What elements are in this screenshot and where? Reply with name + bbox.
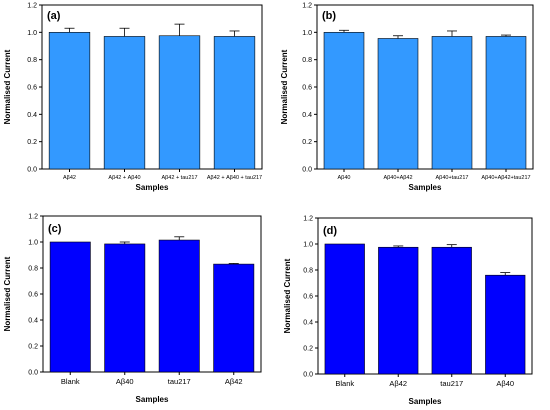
bar bbox=[324, 243, 365, 375]
x-tick-label: Aβ40 bbox=[116, 377, 134, 386]
panel-label: (b) bbox=[322, 10, 336, 22]
bar bbox=[378, 246, 419, 375]
y-tick-label: 1.0 bbox=[303, 242, 313, 249]
y-tick-label: 0.6 bbox=[302, 85, 312, 92]
y-tick-label: 0.8 bbox=[303, 268, 313, 275]
bar bbox=[213, 263, 255, 373]
x-tick-label: Aβ42 + Aβ40 + tau217 bbox=[207, 175, 262, 181]
y-tick-label: 0.4 bbox=[28, 318, 38, 325]
panel-label: (c) bbox=[48, 223, 62, 235]
y-tick-label: 1.0 bbox=[27, 30, 37, 37]
chart-panel-4: 0.0 0.2 0.4 0.6 0.8 1.0 1.2 Blank Aβ42 tau217 Aβ40… bbox=[283, 216, 533, 406]
bar bbox=[377, 38, 419, 170]
y-tick-label: 1.2 bbox=[28, 214, 38, 221]
y-tick-label: 0.4 bbox=[303, 320, 313, 327]
bar bbox=[103, 36, 146, 170]
x-tick-label: Aβ42 bbox=[389, 379, 407, 388]
chart-panel-1: 0.0 0.2 0.4 0.6 0.8 1.0 1.2 Aβ42 Aβ42 + Aβ40 Aβ42… bbox=[3, 3, 263, 192]
y-axis-title: Normalised Current bbox=[280, 49, 289, 124]
x-tick-label: tau217 bbox=[440, 379, 463, 388]
bar bbox=[104, 243, 146, 373]
y-tick-label: 1.0 bbox=[302, 30, 312, 37]
x-tick-label: Aβ42 bbox=[63, 175, 76, 181]
y-tick-label: 0.4 bbox=[27, 112, 37, 119]
y-tick-label: 1.2 bbox=[27, 3, 37, 10]
bar bbox=[431, 36, 473, 170]
y-axis-title: Normalised Current bbox=[283, 258, 292, 333]
x-axis-title: Samples bbox=[409, 397, 442, 406]
bar bbox=[323, 32, 365, 170]
y-tick-label: 0.8 bbox=[27, 57, 37, 64]
x-tick-label: tau217 bbox=[168, 377, 191, 386]
y-tick-label: 0.4 bbox=[302, 112, 312, 119]
bar bbox=[485, 274, 526, 375]
y-tick-label: 1.0 bbox=[28, 240, 38, 247]
panel-label: (a) bbox=[47, 10, 61, 22]
x-tick-label: Aβ40 bbox=[338, 175, 351, 181]
y-axis-title: Normalised Current bbox=[3, 49, 12, 124]
y-tick-label: 0.8 bbox=[302, 57, 312, 64]
x-axis-title: Samples bbox=[136, 395, 169, 404]
y-tick-label: 0.6 bbox=[303, 294, 313, 301]
bar bbox=[485, 36, 527, 170]
bar bbox=[213, 36, 256, 170]
y-tick-label: 0.0 bbox=[303, 372, 313, 379]
y-tick-label: 0.0 bbox=[28, 370, 38, 377]
y-tick-label: 0.2 bbox=[27, 139, 37, 146]
y-tick-label: 0.2 bbox=[28, 344, 38, 351]
x-axis-title: Samples bbox=[409, 183, 442, 192]
x-tick-label: Aβ42 + Aβ40 bbox=[108, 175, 140, 181]
panel-label: (d) bbox=[323, 225, 337, 237]
y-tick-label: 0.0 bbox=[302, 167, 312, 174]
bar bbox=[48, 32, 91, 170]
x-tick-label: Aβ42 + tau217 bbox=[161, 175, 197, 181]
y-tick-label: 1.2 bbox=[302, 3, 312, 10]
bar bbox=[431, 246, 472, 375]
y-tick-label: 0.2 bbox=[302, 139, 312, 146]
y-tick-label: 0.6 bbox=[27, 85, 37, 92]
y-axis-title: Normalised Current bbox=[3, 256, 12, 331]
bar bbox=[158, 35, 201, 170]
y-tick-label: 0.8 bbox=[28, 266, 38, 273]
x-tick-label: Aβ40 bbox=[496, 379, 514, 388]
y-tick-label: 0.2 bbox=[303, 346, 313, 353]
x-tick-label: Blank bbox=[61, 377, 80, 386]
bar bbox=[158, 239, 200, 373]
x-tick-label: Aβ40+Aβ42 bbox=[383, 175, 412, 181]
x-tick-label: Aβ40+tau217 bbox=[436, 175, 469, 181]
y-tick-label: 0.6 bbox=[28, 292, 38, 299]
y-tick-label: 1.2 bbox=[303, 216, 313, 223]
bar bbox=[49, 241, 91, 373]
x-tick-label: Blank bbox=[335, 379, 354, 388]
chart-panel-2: 0.0 0.2 0.4 0.6 0.8 1.0 1.2 Aβ40 Aβ40+Aβ42 Aβ40+t… bbox=[280, 3, 534, 192]
x-axis-title: Samples bbox=[136, 183, 169, 192]
chart-panel-3: 0.0 0.2 0.4 0.6 0.8 1.0 1.2 Blank Aβ40 tau217 Aβ42… bbox=[3, 214, 262, 404]
y-tick-label: 0.0 bbox=[27, 167, 37, 174]
x-tick-label: Aβ42 bbox=[225, 377, 243, 386]
x-tick-label: Aβ40+Aβ42+tau217 bbox=[481, 175, 530, 181]
